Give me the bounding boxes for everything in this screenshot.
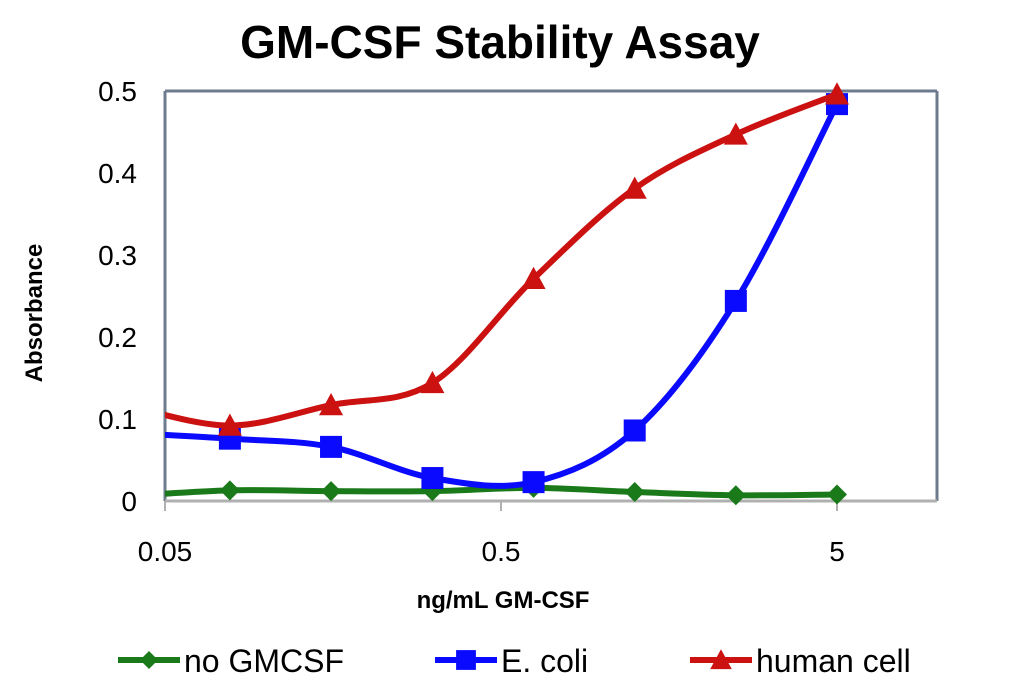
legend-label: no GMCSF <box>184 643 344 679</box>
legend-label: E. coli <box>501 643 588 679</box>
data-point-triangle <box>420 370 445 394</box>
data-point-triangle <box>622 176 647 199</box>
data-point-diamond <box>321 481 342 502</box>
legend-label: human cell <box>756 643 911 679</box>
data-point-triangle <box>217 413 242 436</box>
chart-title: GM-CSF Stability Assay <box>240 16 760 68</box>
data-point-triangle <box>825 82 849 105</box>
y-tick-label: 0.2 <box>98 322 137 353</box>
x-tick-label: 0.5 <box>482 536 521 567</box>
x-tick-label: 0.05 <box>138 536 193 567</box>
series-human-cell <box>165 82 849 436</box>
legend-item: no GMCSF <box>118 643 344 679</box>
series-line <box>165 484 840 499</box>
y-tick-label: 0.4 <box>98 158 137 189</box>
data-point-diamond <box>219 480 240 501</box>
legend-marker-diamond <box>140 651 158 669</box>
y-axis-title: Absorbance <box>21 244 48 383</box>
x-axis-ticks: 0.05 0.5 5 <box>138 501 845 567</box>
data-point-square <box>421 467 444 490</box>
legend-marker-square <box>456 650 476 670</box>
data-point-square <box>522 471 545 494</box>
data-point-square <box>623 419 646 442</box>
x-axis-title: ng/mL GM-CSF <box>417 587 590 614</box>
data-point-square <box>724 289 747 312</box>
plot-area <box>163 89 939 503</box>
data-point-diamond <box>725 485 746 506</box>
legend-marker-triangle <box>710 649 732 670</box>
data-point-diamond <box>624 481 645 502</box>
series-layer <box>165 82 849 506</box>
legend-item: E. coli <box>435 643 588 679</box>
data-point-triangle <box>521 266 546 289</box>
legend: no GMCSF E. coli human cell <box>118 643 911 679</box>
y-tick-label: 0.3 <box>98 240 137 271</box>
data-point-diamond <box>827 484 847 505</box>
y-tick-label: 0.5 <box>98 76 137 107</box>
series-e-coli <box>165 93 848 494</box>
legend-item: human cell <box>690 643 911 679</box>
data-point-square <box>320 435 343 458</box>
y-axis-ticks: 0 0.1 0.2 0.3 0.4 0.5 <box>98 76 137 517</box>
series-line <box>165 91 840 429</box>
y-tick-label: 0 <box>121 486 137 517</box>
x-tick-label: 5 <box>829 536 845 567</box>
data-point-triangle <box>723 122 748 145</box>
y-tick-label: 0.1 <box>98 404 137 435</box>
data-point-triangle <box>319 393 344 416</box>
